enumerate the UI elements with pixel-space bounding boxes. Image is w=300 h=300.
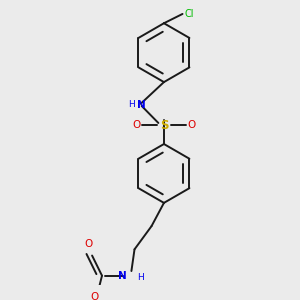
Text: O: O (90, 292, 98, 300)
Text: S: S (160, 119, 168, 132)
Text: H: H (138, 273, 144, 282)
Text: O: O (132, 120, 140, 130)
Text: O: O (85, 239, 93, 249)
Text: N: N (118, 271, 127, 281)
Text: Cl: Cl (184, 9, 194, 19)
Text: O: O (188, 120, 196, 130)
Text: H: H (128, 100, 134, 109)
Text: N: N (137, 100, 146, 110)
